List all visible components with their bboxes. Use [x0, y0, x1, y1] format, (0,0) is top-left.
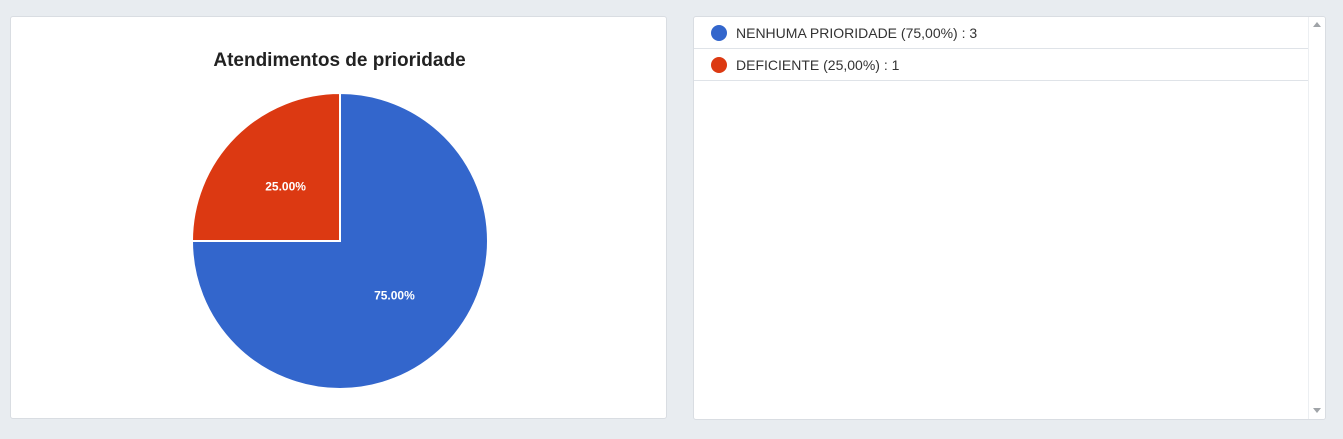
legend-item-deficiente[interactable]: DEFICIENTE (25,00%) : 1: [694, 49, 1309, 81]
legend-item-label: NENHUMA PRIORIDADE (75,00%) : 3: [736, 24, 978, 41]
scroll-up-arrow-icon[interactable]: [1313, 22, 1321, 27]
legend-list: NENHUMA PRIORIDADE (75,00%) : 3 DEFICIEN…: [694, 17, 1309, 81]
pie-slice-deficiente[interactable]: [190, 91, 341, 242]
legend-item-nenhuma-prioridade[interactable]: NENHUMA PRIORIDADE (75,00%) : 3: [694, 17, 1309, 49]
chart-card: Atendimentos de prioridade 75.00% 25.00%: [10, 16, 667, 419]
pie-slice-label: 25.00%: [265, 180, 306, 194]
pie-slice-label: 75.00%: [374, 288, 415, 302]
pie-chart: 75.00% 25.00%: [190, 91, 489, 390]
legend-panel: NENHUMA PRIORIDADE (75,00%) : 3 DEFICIEN…: [693, 16, 1326, 420]
legend-item-label: DEFICIENTE (25,00%) : 1: [736, 56, 900, 73]
scroll-down-arrow-icon[interactable]: [1313, 408, 1321, 413]
legend-dot-icon: [711, 56, 727, 73]
legend-scrollbar[interactable]: [1308, 17, 1325, 419]
chart-title: Atendimentos de prioridade: [213, 50, 466, 71]
legend-dot-icon: [711, 24, 727, 41]
